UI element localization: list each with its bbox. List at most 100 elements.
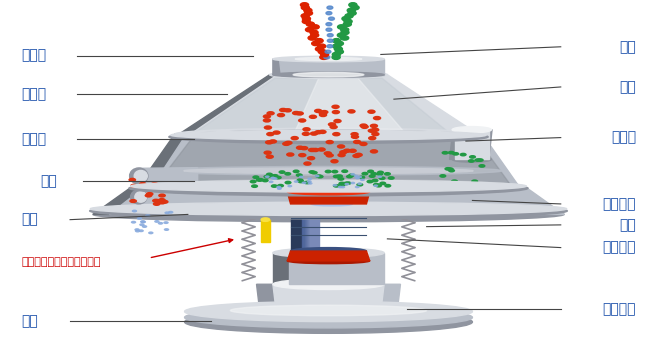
Circle shape (302, 6, 309, 10)
Circle shape (371, 127, 380, 132)
Ellipse shape (93, 207, 564, 222)
Circle shape (152, 202, 160, 206)
Circle shape (444, 167, 451, 171)
Circle shape (341, 169, 348, 173)
Circle shape (332, 175, 340, 178)
Circle shape (452, 152, 459, 156)
Circle shape (150, 182, 158, 186)
Circle shape (337, 177, 344, 181)
Circle shape (158, 200, 166, 205)
Ellipse shape (135, 192, 147, 202)
Circle shape (369, 174, 376, 178)
Polygon shape (191, 78, 452, 135)
Circle shape (442, 151, 449, 155)
Polygon shape (109, 187, 564, 214)
Circle shape (354, 153, 363, 157)
Circle shape (269, 139, 277, 144)
Circle shape (337, 144, 346, 149)
Circle shape (344, 19, 352, 24)
Circle shape (337, 153, 346, 157)
Circle shape (343, 149, 351, 153)
Text: 机座: 机座 (21, 314, 37, 328)
Circle shape (351, 6, 359, 10)
Circle shape (323, 151, 332, 156)
Ellipse shape (311, 202, 353, 206)
Circle shape (257, 178, 264, 182)
Circle shape (335, 41, 344, 46)
Circle shape (277, 184, 284, 188)
Circle shape (471, 180, 478, 183)
Circle shape (315, 47, 323, 51)
Bar (302, 204, 311, 251)
Circle shape (267, 174, 274, 178)
Circle shape (371, 172, 378, 176)
Circle shape (298, 180, 305, 183)
Circle shape (266, 111, 275, 115)
Circle shape (370, 149, 378, 154)
Circle shape (265, 155, 274, 159)
Circle shape (270, 177, 275, 179)
Ellipse shape (90, 203, 567, 219)
Circle shape (263, 125, 272, 130)
Circle shape (275, 176, 282, 180)
Circle shape (161, 200, 169, 204)
Circle shape (302, 19, 310, 24)
Circle shape (350, 132, 359, 137)
Ellipse shape (208, 183, 463, 190)
Text: 振动电机: 振动电机 (602, 240, 636, 254)
Bar (261, 220, 269, 243)
Circle shape (139, 182, 147, 186)
Circle shape (373, 183, 380, 187)
Circle shape (139, 229, 144, 232)
Circle shape (353, 140, 361, 144)
Text: 进料口: 进料口 (21, 49, 46, 63)
Circle shape (307, 148, 316, 152)
Circle shape (317, 44, 326, 49)
Bar (304, 204, 312, 251)
Circle shape (252, 175, 260, 179)
Circle shape (284, 181, 292, 184)
Polygon shape (294, 78, 405, 133)
Circle shape (284, 140, 292, 145)
Ellipse shape (175, 128, 482, 140)
Ellipse shape (129, 181, 528, 196)
Text: 下部重锤: 下部重锤 (602, 302, 636, 316)
Circle shape (451, 179, 458, 183)
Text: 加重块: 加重块 (611, 131, 636, 145)
Circle shape (321, 52, 328, 57)
Circle shape (296, 173, 303, 177)
Text: 网架: 网架 (620, 80, 636, 94)
Circle shape (378, 176, 386, 180)
Bar (308, 204, 317, 251)
Text: 上部重锤: 上部重锤 (602, 197, 636, 211)
Polygon shape (93, 187, 145, 214)
Circle shape (469, 155, 476, 159)
Text: 弹簧: 弹簧 (21, 213, 37, 227)
Circle shape (294, 180, 299, 183)
Ellipse shape (295, 57, 362, 61)
Polygon shape (139, 168, 198, 184)
Circle shape (326, 28, 332, 31)
Circle shape (131, 209, 137, 213)
Circle shape (261, 178, 269, 182)
Circle shape (325, 153, 334, 158)
Circle shape (338, 183, 346, 187)
Circle shape (448, 169, 455, 172)
Circle shape (299, 176, 304, 178)
Circle shape (348, 11, 356, 15)
Circle shape (348, 149, 357, 153)
Circle shape (320, 110, 328, 114)
Circle shape (298, 153, 307, 157)
Circle shape (263, 114, 271, 119)
Circle shape (343, 22, 351, 26)
Circle shape (344, 181, 351, 185)
Circle shape (388, 176, 395, 180)
Polygon shape (279, 59, 384, 75)
Polygon shape (155, 137, 512, 187)
Circle shape (459, 153, 466, 157)
Ellipse shape (290, 200, 367, 208)
Text: 筛网: 筛网 (620, 40, 636, 54)
Circle shape (349, 3, 357, 7)
Circle shape (307, 180, 312, 183)
Circle shape (250, 180, 257, 183)
